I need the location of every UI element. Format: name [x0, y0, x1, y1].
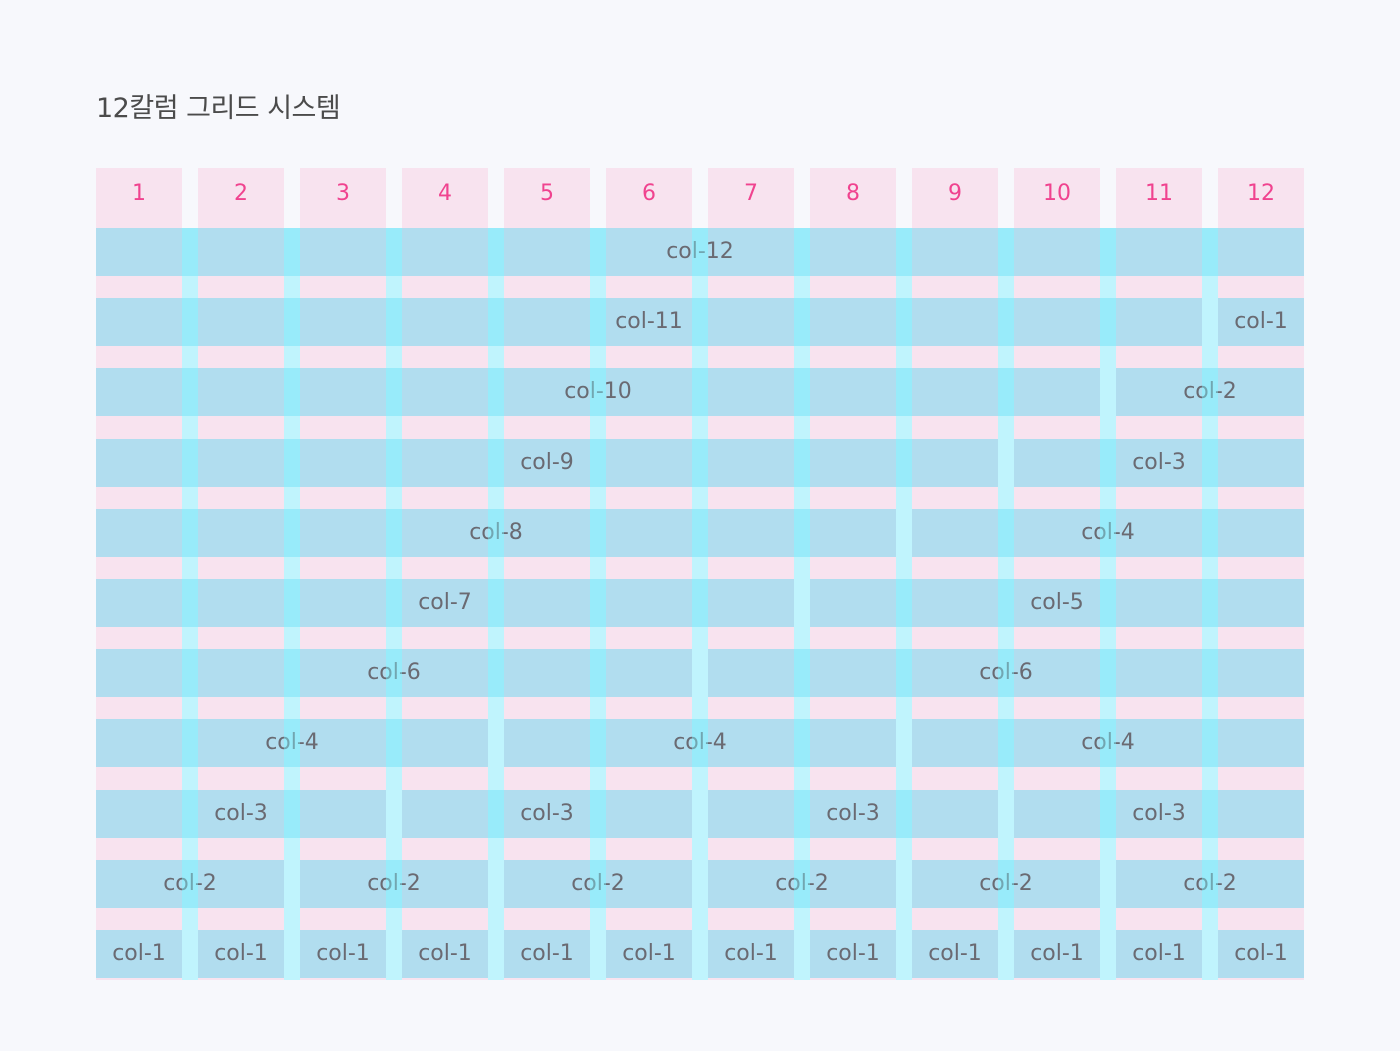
grid-cell: col-4 — [912, 509, 1304, 557]
column-guide-4: 4 — [402, 168, 488, 980]
column-guide-3: 3 — [300, 168, 386, 980]
grid-cell: col-5 — [810, 579, 1304, 627]
grid-cell: col-9 — [96, 439, 998, 487]
grid-row: col-7 col-5 — [96, 579, 1304, 627]
column-number: 10 — [1043, 181, 1071, 206]
grid-cell: col-6 — [96, 649, 692, 697]
grid-cell: col-11 — [96, 298, 1202, 346]
grid-diagram: 1 2 3 4 5 6 7 8 9 10 11 12 col-12 col-11 col-1 col-10 co… — [96, 168, 1304, 980]
column-guide-2: 2 — [198, 168, 284, 980]
grid-cell: col-10 — [96, 368, 1100, 416]
grid-cell: col-4 — [504, 719, 896, 767]
grid-cell: col-4 — [912, 719, 1304, 767]
column-guide-10: 10 — [1014, 168, 1100, 980]
column-guide-8: 8 — [810, 168, 896, 980]
grid-cell: col-1 — [300, 930, 386, 978]
column-guide-7: 7 — [708, 168, 794, 980]
grid-cell: col-1 — [504, 930, 590, 978]
grid-cell: col-3 — [1014, 790, 1304, 838]
grid-cell: col-3 — [708, 790, 998, 838]
grid-row: col-2 col-2 col-2 col-2 col-2 col-2 — [96, 860, 1304, 908]
grid-cell: col-1 — [198, 930, 284, 978]
column-number: 9 — [948, 181, 962, 206]
grid-cell: col-1 — [1218, 930, 1304, 978]
column-number: 11 — [1145, 181, 1173, 206]
grid-cell: col-1 — [912, 930, 998, 978]
grid-cell: col-3 — [402, 790, 692, 838]
column-number: 1 — [132, 181, 146, 206]
grid-cell: col-2 — [912, 860, 1100, 908]
grid-cell: col-1 — [606, 930, 692, 978]
grid-cell: col-2 — [96, 860, 284, 908]
column-guide-5: 5 — [504, 168, 590, 980]
grid-cell: col-2 — [708, 860, 896, 908]
grid-cell: col-7 — [96, 579, 794, 627]
column-guide-9: 9 — [912, 168, 998, 980]
page-title: 12칼럼 그리드 시스템 — [96, 93, 341, 124]
grid-cell: col-3 — [96, 790, 386, 838]
grid-row: col-10 col-2 — [96, 368, 1304, 416]
column-number: 3 — [336, 181, 350, 206]
column-number: 5 — [540, 181, 554, 206]
grid-cell: col-4 — [96, 719, 488, 767]
grid-cell: col-1 — [1116, 930, 1202, 978]
grid-row: col-8 col-4 — [96, 509, 1304, 557]
grid-cell: col-1 — [708, 930, 794, 978]
grid-row: col-6 col-6 — [96, 649, 1304, 697]
grid-cell: col-1 — [810, 930, 896, 978]
grid-cell: col-8 — [96, 509, 896, 557]
column-guide-11: 11 — [1116, 168, 1202, 980]
grid-cell: col-1 — [1218, 298, 1304, 346]
grid-cell: col-2 — [1116, 368, 1304, 416]
grid-cell: col-1 — [402, 930, 488, 978]
grid-cell: col-12 — [96, 228, 1304, 276]
grid-row: col-1 col-1 col-1 col-1 col-1 col-1 col-1 col-1… — [96, 930, 1304, 978]
column-number: 2 — [234, 181, 248, 206]
grid-row: col-12 — [96, 228, 1304, 276]
grid-row: col-4 col-4 col-4 — [96, 719, 1304, 767]
column-number: 4 — [438, 181, 452, 206]
column-guide-12: 12 — [1218, 168, 1304, 980]
grid-cell: col-2 — [1116, 860, 1304, 908]
grid-row: col-9 col-3 — [96, 439, 1304, 487]
grid-cell: col-1 — [1014, 930, 1100, 978]
column-number: 8 — [846, 181, 860, 206]
grid-cell: col-6 — [708, 649, 1304, 697]
grid-cell: col-1 — [96, 930, 182, 978]
grid-cell: col-2 — [300, 860, 488, 908]
column-guide-6: 6 — [606, 168, 692, 980]
grid-cell: col-3 — [1014, 439, 1304, 487]
grid-row: col-11 col-1 — [96, 298, 1304, 346]
column-number: 7 — [744, 181, 758, 206]
column-number: 12 — [1247, 181, 1275, 206]
grid-row: col-3 col-3 col-3 col-3 — [96, 790, 1304, 838]
grid-cell: col-2 — [504, 860, 692, 908]
column-number: 6 — [642, 181, 656, 206]
column-guide-1: 1 — [96, 168, 182, 980]
